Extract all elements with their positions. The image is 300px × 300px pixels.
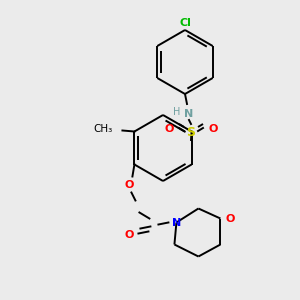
Text: O: O — [125, 230, 134, 239]
Text: O: O — [164, 124, 174, 134]
Text: O: O — [225, 214, 235, 224]
Text: H: H — [173, 107, 181, 117]
Text: O: O — [125, 179, 134, 190]
Text: N: N — [172, 218, 181, 227]
Text: CH₃: CH₃ — [93, 124, 112, 134]
Text: O: O — [208, 124, 218, 134]
Text: Cl: Cl — [179, 18, 191, 28]
Text: S: S — [187, 125, 196, 139]
Text: N: N — [184, 109, 194, 119]
